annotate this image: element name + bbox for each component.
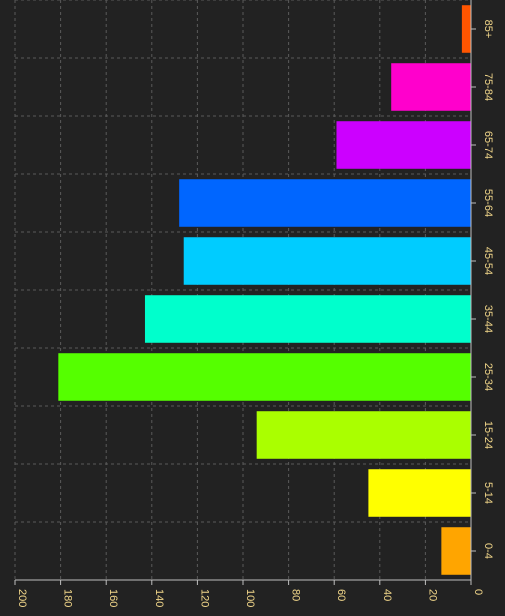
bar-65-74 — [336, 121, 471, 169]
value-tick-label-120: 120 — [198, 589, 210, 607]
category-tick-label-25-34: 25-34 — [482, 363, 494, 391]
value-tick-label-200: 200 — [16, 589, 28, 607]
bar-5-14 — [368, 469, 471, 517]
category-tick-label-5-14: 5-14 — [482, 482, 494, 504]
value-tick-label-0: 0 — [472, 589, 484, 595]
bar-25-34 — [58, 353, 471, 401]
category-tick-label-35-44: 35-44 — [482, 305, 494, 333]
value-tick-label-20: 20 — [426, 589, 438, 601]
category-tick-label-85+: 85+ — [482, 20, 494, 39]
category-tick-label-0-4: 0-4 — [482, 543, 494, 559]
bar-55-64 — [179, 179, 471, 227]
bar-layer — [58, 5, 471, 575]
category-tick-label-15-24: 15-24 — [482, 421, 494, 449]
value-tick-label-160: 160 — [107, 589, 119, 607]
category-tick-label-65-74: 65-74 — [482, 131, 494, 159]
bar-45-54 — [183, 237, 471, 285]
value-tick-label-100: 100 — [244, 589, 256, 607]
bar-75-84 — [391, 63, 471, 111]
value-tick-label-180: 180 — [62, 589, 74, 607]
bar-85+ — [461, 5, 471, 53]
bar-35-44 — [144, 295, 471, 343]
value-tick-label-40: 40 — [381, 589, 393, 601]
axis-layer: 0 20 40 60 80 100 120 140 160 180 200 0-4 5-14 15-24 2… — [14, 0, 494, 607]
value-tick-label-140: 140 — [153, 589, 165, 607]
grid-layer — [14, 0, 472, 581]
bar-0-4 — [441, 527, 471, 575]
category-tick-label-45-54: 45-54 — [482, 247, 494, 275]
bar-15-24 — [256, 411, 471, 459]
category-tick-label-75-84: 75-84 — [482, 73, 494, 101]
value-tick-label-60: 60 — [335, 589, 347, 601]
category-tick-label-55-64: 55-64 — [482, 189, 494, 217]
value-tick-label-80: 80 — [290, 589, 302, 601]
